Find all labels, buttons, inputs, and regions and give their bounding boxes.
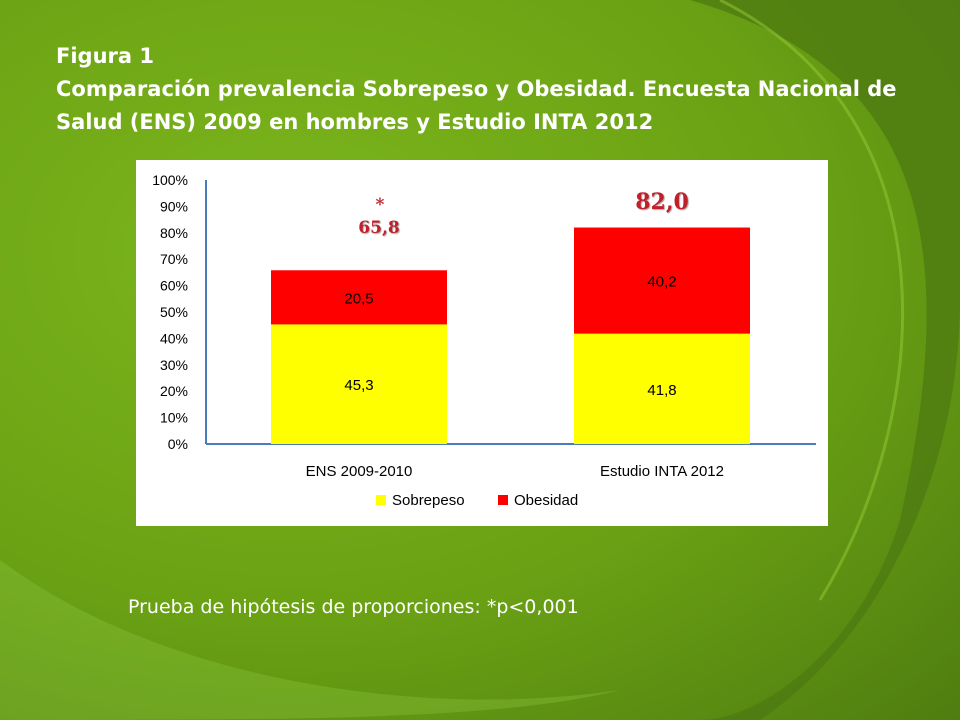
data-label: 41,8 [647,382,676,399]
legend-label-sobrepeso: Sobrepeso [392,492,465,509]
figure-title: Comparación prevalencia Sobrepeso y Obes… [56,77,897,134]
legend-swatch-obesidad [498,495,508,505]
significance-marker: * [376,195,385,215]
figure-header: Figura 1 Comparación prevalencia Sobrepe… [56,40,916,139]
y-tick-label: 30% [160,357,188,373]
y-tick-label: 80% [160,225,188,241]
chart-panel: 0% 10% 20% 30% 40% 50% 60% 70% 80% 90% 100% 45,3 20,… [136,160,828,526]
data-label: 45,3 [344,377,373,394]
figure-label: Figura 1 [56,44,154,68]
y-tick-label: 70% [160,251,188,267]
data-label: 40,2 [647,274,676,291]
y-tick-label: 100% [152,172,188,188]
x-tick-label: Estudio INTA 2012 [600,463,724,480]
bar-segment-obesidad [271,270,447,325]
y-tick-label: 50% [160,304,188,320]
total-label: 82,0 [635,189,689,215]
bar-segment-sobrepeso [271,324,447,444]
data-label: 20,5 [344,290,373,307]
footnote: Prueba de hipótesis de proporciones: *p<… [128,596,579,618]
y-tick-label: 40% [160,330,188,346]
bar-segment-sobrepeso [574,333,750,444]
y-tick-label: 60% [160,278,188,294]
y-tick-label: 10% [160,410,188,426]
legend-swatch-sobrepeso [376,495,386,505]
y-tick-label: 90% [160,198,188,214]
stacked-bar-chart: 0% 10% 20% 30% 40% 50% 60% 70% 80% 90% 100% 45,3 20,… [152,172,816,509]
legend-label-obesidad: Obesidad [514,492,578,509]
bar-segment-obesidad [574,227,750,334]
total-label: 65,8 [358,218,399,238]
y-tick-label: 20% [160,383,188,399]
x-tick-label: ENS 2009-2010 [306,463,413,480]
y-tick-label: 0% [168,436,188,452]
